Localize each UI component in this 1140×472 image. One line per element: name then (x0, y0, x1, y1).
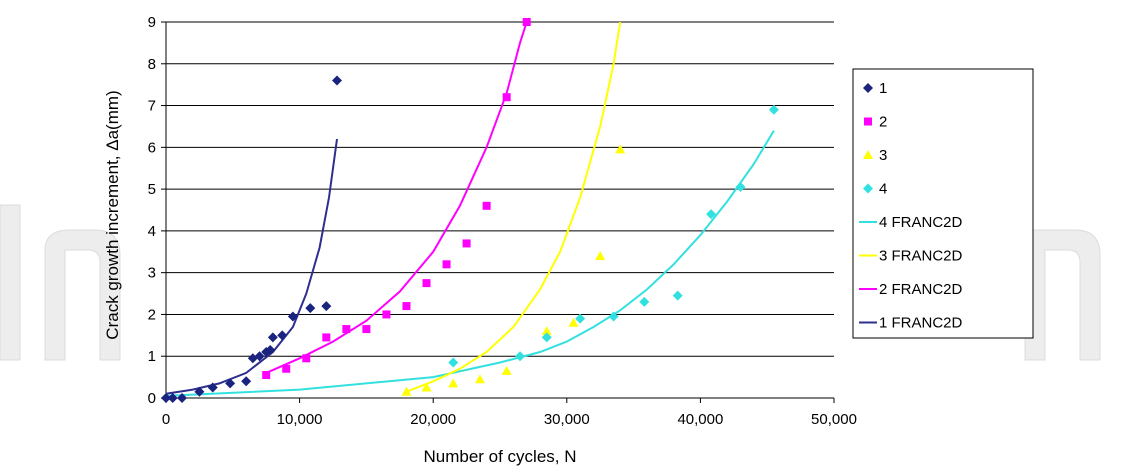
series-1-point (194, 386, 205, 397)
series-2-point (282, 364, 291, 373)
x-tick-label-5: 50,000 (811, 411, 857, 428)
series-1-point (277, 330, 288, 341)
series-3-point (541, 326, 552, 336)
series-3-point (595, 250, 606, 260)
series-4-point (575, 313, 586, 324)
x-tick-label-4: 40,000 (677, 411, 723, 428)
series-2-point (302, 354, 311, 363)
series-2-point (262, 371, 271, 380)
x-tick-labels: 0 10,000 20,000 30,000 40,000 50,000 (162, 398, 857, 428)
series-4-point (735, 182, 746, 193)
series-2-point (422, 279, 431, 288)
series-3-point (615, 144, 626, 154)
series-2-point (402, 302, 411, 311)
legend: 1 2 3 4 4 FRANC2D 3 FRANC2D 2 FRANC2D 1 FRANC2D (852, 68, 1034, 339)
series-3-point (501, 365, 512, 375)
series-line-3-franc2d (406, 21, 622, 393)
series-4-point (639, 296, 650, 307)
y-tick-label-2: 2 (148, 306, 156, 323)
x-tick-label-3: 30,000 (544, 411, 590, 428)
series-1-point (225, 378, 236, 389)
series-2-point (522, 18, 531, 26)
series-1-point (287, 311, 298, 322)
series-1-point (305, 303, 316, 314)
y-tick-label-3: 3 (148, 265, 156, 282)
series-4-point (706, 209, 717, 220)
x-tick-label-0: 0 (162, 411, 170, 428)
y-tick-label-0: 0 (148, 390, 156, 407)
watermark-shape (0, 204, 1101, 361)
series-3-point (421, 382, 432, 392)
series-2-point (462, 239, 471, 248)
grid-lines (166, 21, 834, 399)
legend-label-4-franc2d: 4 FRANC2D (879, 214, 963, 231)
series-1-point (167, 393, 178, 403)
legend-swatch-2 (864, 117, 872, 126)
series-1-point (161, 393, 171, 403)
y-tick-label-5: 5 (148, 181, 156, 198)
y-tick-label-4: 4 (148, 223, 156, 240)
series-4-point (672, 290, 683, 301)
series-1-point (267, 332, 278, 343)
series-2-point (342, 325, 351, 334)
series-1-point (207, 382, 218, 393)
series-1-point (321, 301, 332, 312)
series-lines (165, 21, 775, 397)
series-3-point (568, 317, 579, 327)
axes (165, 22, 834, 399)
series-2-point (362, 325, 371, 334)
y-tick-label-7: 7 (148, 98, 156, 115)
series-3-point (448, 378, 459, 388)
legend-label-4: 4 (879, 181, 887, 198)
series-1-point (241, 376, 252, 387)
legend-swatch-3 (863, 150, 873, 159)
series-3-point (474, 374, 485, 384)
series-1-point (265, 344, 276, 355)
legend-label-2-franc2d: 2 FRANC2D (879, 281, 963, 298)
legend-box (852, 68, 1034, 339)
series-4-point (448, 357, 459, 368)
series-4-point (541, 332, 552, 343)
series-2-point (382, 310, 391, 319)
series-2-point (322, 333, 331, 342)
legend-label-1-franc2d: 1 FRANC2D (879, 315, 963, 332)
x-tick-label-2: 20,000 (410, 411, 456, 428)
series-2-point (502, 93, 511, 102)
legend-label-2: 2 (879, 114, 887, 131)
series-1-point (254, 351, 265, 362)
watermark-logo-shape (0, 204, 1101, 361)
y-tick-labels: 0 1 2 3 4 5 6 7 8 9 (148, 14, 166, 407)
legend-label-3: 3 (879, 147, 887, 164)
series-2-point (482, 201, 491, 210)
series-line-4-franc2d (165, 130, 775, 397)
legend-label-1: 1 (879, 80, 887, 97)
series-4-point (515, 351, 526, 362)
series-2-point (442, 260, 451, 269)
legend-swatch-1 (863, 83, 873, 93)
y-tick-label-1: 1 (148, 348, 156, 365)
y-tick-label-6: 6 (148, 139, 156, 156)
series-3-point (401, 386, 412, 396)
y-axis-label: Crack growth increment, Δa(mm) (103, 90, 122, 339)
series-1-point (177, 393, 188, 403)
x-axis-label: Number of cycles, N (423, 447, 576, 466)
series-4-point (768, 104, 779, 115)
legend-swatch-4 (863, 183, 873, 194)
series-1-point (332, 75, 343, 86)
legend-label-3-franc2d: 3 FRANC2D (879, 248, 963, 265)
series-line-2-franc2d (265, 21, 528, 374)
series-4-point (608, 311, 619, 322)
series-points (161, 18, 779, 403)
y-tick-label-8: 8 (148, 56, 156, 73)
x-tick-label-1: 10,000 (277, 411, 323, 428)
y-tick-label-9: 9 (148, 14, 156, 31)
